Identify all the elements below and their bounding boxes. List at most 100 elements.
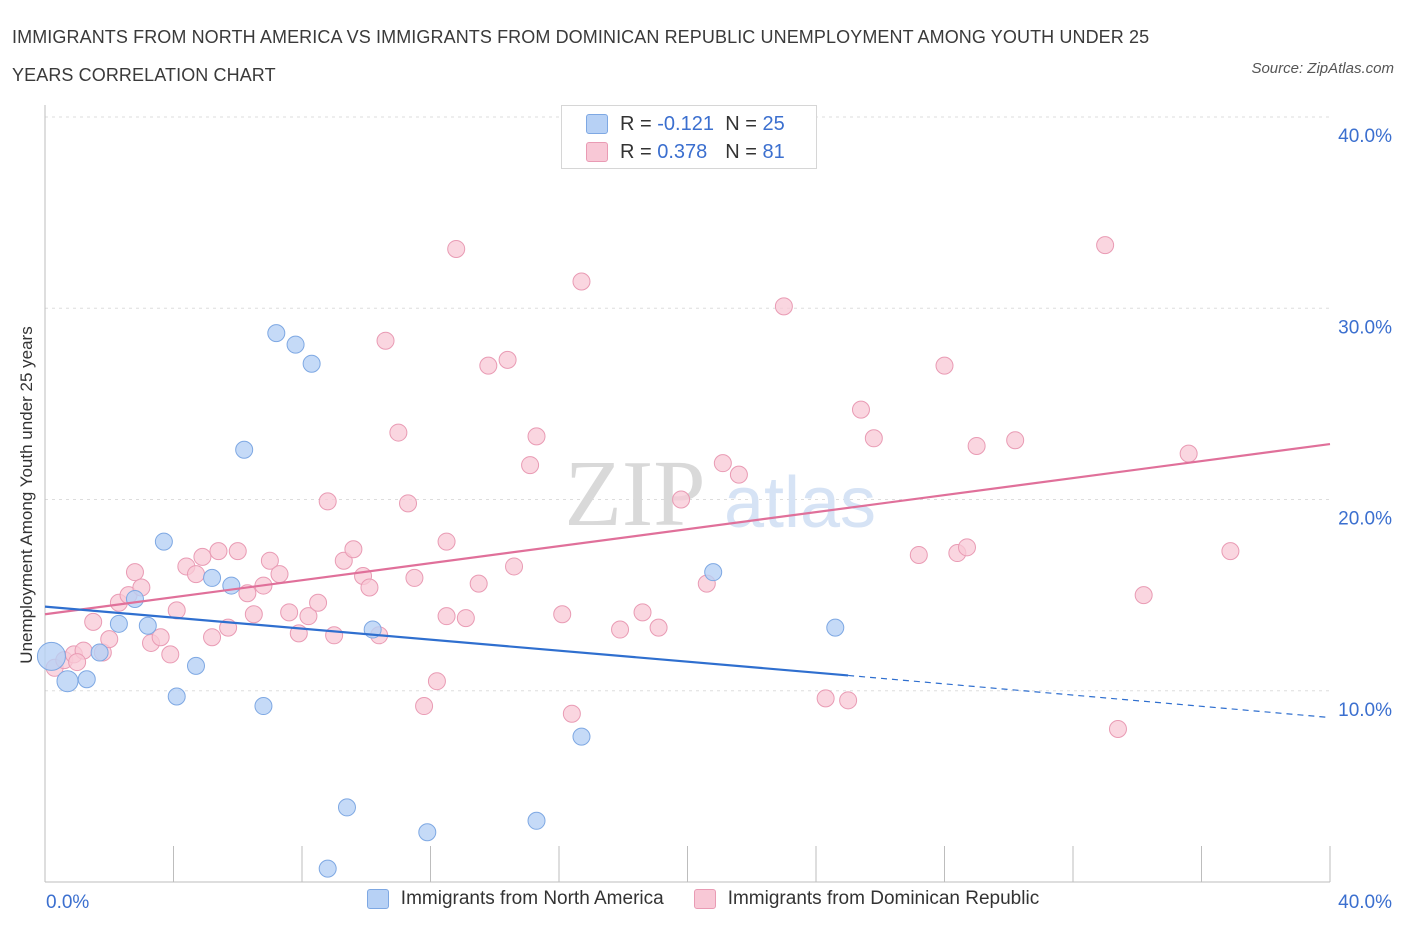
data-point-dominican (649, 618, 668, 637)
data-point-north-america (527, 811, 546, 830)
data-point-dominican (553, 605, 572, 624)
data-point-dominican (774, 297, 793, 316)
data-point-dominican (611, 620, 630, 639)
legend-swatch-blue (366, 889, 389, 909)
data-point-dominican (209, 542, 228, 561)
data-point-dominican (68, 653, 87, 672)
data-point-dominican (405, 568, 424, 587)
series-dominican-points (45, 236, 1240, 738)
watermark-atlas: atlas (724, 463, 876, 543)
x-tick-label: 0.0% (46, 892, 89, 913)
source-label: Source: ZipAtlas.com (1251, 60, 1394, 77)
data-point-dominican (280, 603, 299, 622)
trend-lines (44, 442, 1331, 719)
data-point-north-america (302, 354, 321, 373)
legend-item-north-america[interactable]: Immigrants from North America (366, 888, 664, 910)
data-point-dominican (100, 630, 119, 649)
data-point-north-america (154, 532, 173, 551)
data-point-dominican (270, 565, 289, 584)
legend-item-dominican[interactable]: Immigrants from Dominican Republic (693, 888, 1040, 910)
trend-line-dominican (44, 442, 1331, 616)
data-point-north-america (186, 656, 205, 675)
legend-swatch-pink (586, 142, 608, 162)
x-tick-label: 40.0% (1338, 892, 1392, 913)
grid-lines (45, 116, 1330, 692)
data-point-north-america (222, 576, 241, 595)
legend-r-value: -0.121 (657, 112, 714, 135)
data-point-dominican (1096, 236, 1115, 255)
data-point-dominican (309, 593, 328, 612)
trend-line-north-america-extrapolated (848, 674, 1331, 719)
legend-n-value: 81 (762, 140, 785, 163)
data-point-dominican (1134, 586, 1153, 605)
y-tick-label: 40.0% (1338, 126, 1392, 147)
data-point-dominican (186, 565, 205, 584)
data-point-dominican (851, 400, 870, 419)
data-point-north-america (254, 697, 273, 716)
y-tick-label: 20.0% (1338, 509, 1392, 530)
data-point-dominican (505, 557, 524, 576)
series-legend: Immigrants from North America Immigrants… (0, 888, 1406, 910)
legend-n-label: N = (725, 112, 757, 135)
data-point-dominican (672, 490, 691, 509)
data-point-north-america (125, 589, 144, 608)
data-point-dominican (193, 547, 212, 566)
legend-item-label: Immigrants from Dominican Republic (727, 888, 1040, 909)
data-point-dominican (325, 626, 344, 645)
data-point-north-america (235, 440, 254, 459)
data-point-dominican (389, 423, 408, 442)
data-point-dominican (318, 492, 337, 511)
legend-item-label: Immigrants from North America (400, 888, 664, 909)
y-axis-label: Unemployment Among Youth under 25 years (17, 326, 36, 664)
data-point-north-america (337, 798, 356, 817)
data-point-dominican (713, 454, 732, 473)
data-point-dominican (456, 609, 475, 628)
data-point-dominican (1108, 720, 1127, 738)
series-north-america-points (36, 324, 845, 878)
data-point-dominican (228, 542, 247, 561)
data-point-dominican (415, 697, 434, 716)
data-point-dominican (527, 427, 546, 446)
data-point-dominican (1221, 542, 1240, 561)
tick-labels: 10.0% 20.0% 30.0% 40.0% 0.0% 40.0% (46, 126, 1392, 913)
data-point-dominican (399, 494, 418, 513)
data-point-dominican (360, 578, 379, 597)
data-point-dominican (729, 465, 748, 484)
data-point-dominican (334, 551, 353, 570)
legend-r-label: R = (620, 140, 652, 163)
data-point-north-america (90, 643, 109, 662)
data-point-dominican (376, 331, 395, 350)
data-point-dominican (437, 607, 456, 626)
legend-r-label: R = (620, 112, 652, 135)
data-point-north-america (572, 727, 591, 746)
data-point-dominican (816, 689, 835, 708)
trend-line-north-america (44, 605, 849, 677)
data-point-north-america (286, 335, 305, 354)
data-point-north-america (826, 618, 845, 637)
legend-n-label: N = (725, 140, 757, 163)
legend-swatch-pink (693, 889, 716, 909)
data-point-north-america (56, 670, 79, 693)
data-point-dominican (1179, 444, 1198, 463)
stats-legend: R = -0.121 N = 25 R = 0.378 N = 81 (561, 105, 817, 169)
data-point-dominican (498, 350, 517, 369)
data-point-dominican (427, 672, 446, 691)
legend-n-value: 25 (762, 112, 785, 135)
data-point-dominican (572, 272, 591, 291)
data-point-dominican (447, 239, 466, 258)
data-point-north-america (267, 324, 286, 343)
data-point-dominican (151, 628, 170, 647)
legend-row-north-america: R = -0.121 N = 25 (586, 110, 785, 138)
chart-title: IMMIGRANTS FROM NORTH AMERICA VS IMMIGRA… (12, 27, 1150, 85)
data-point-dominican (344, 540, 363, 559)
axes (44, 105, 1331, 883)
y-tick-label: 30.0% (1338, 317, 1392, 338)
data-point-north-america (203, 568, 222, 587)
data-point-dominican (125, 563, 144, 582)
data-point-dominican (967, 436, 986, 455)
data-point-dominican (909, 545, 928, 564)
y-tick-label: 10.0% (1338, 700, 1392, 721)
data-point-north-america (36, 641, 66, 671)
data-point-dominican (521, 456, 540, 475)
